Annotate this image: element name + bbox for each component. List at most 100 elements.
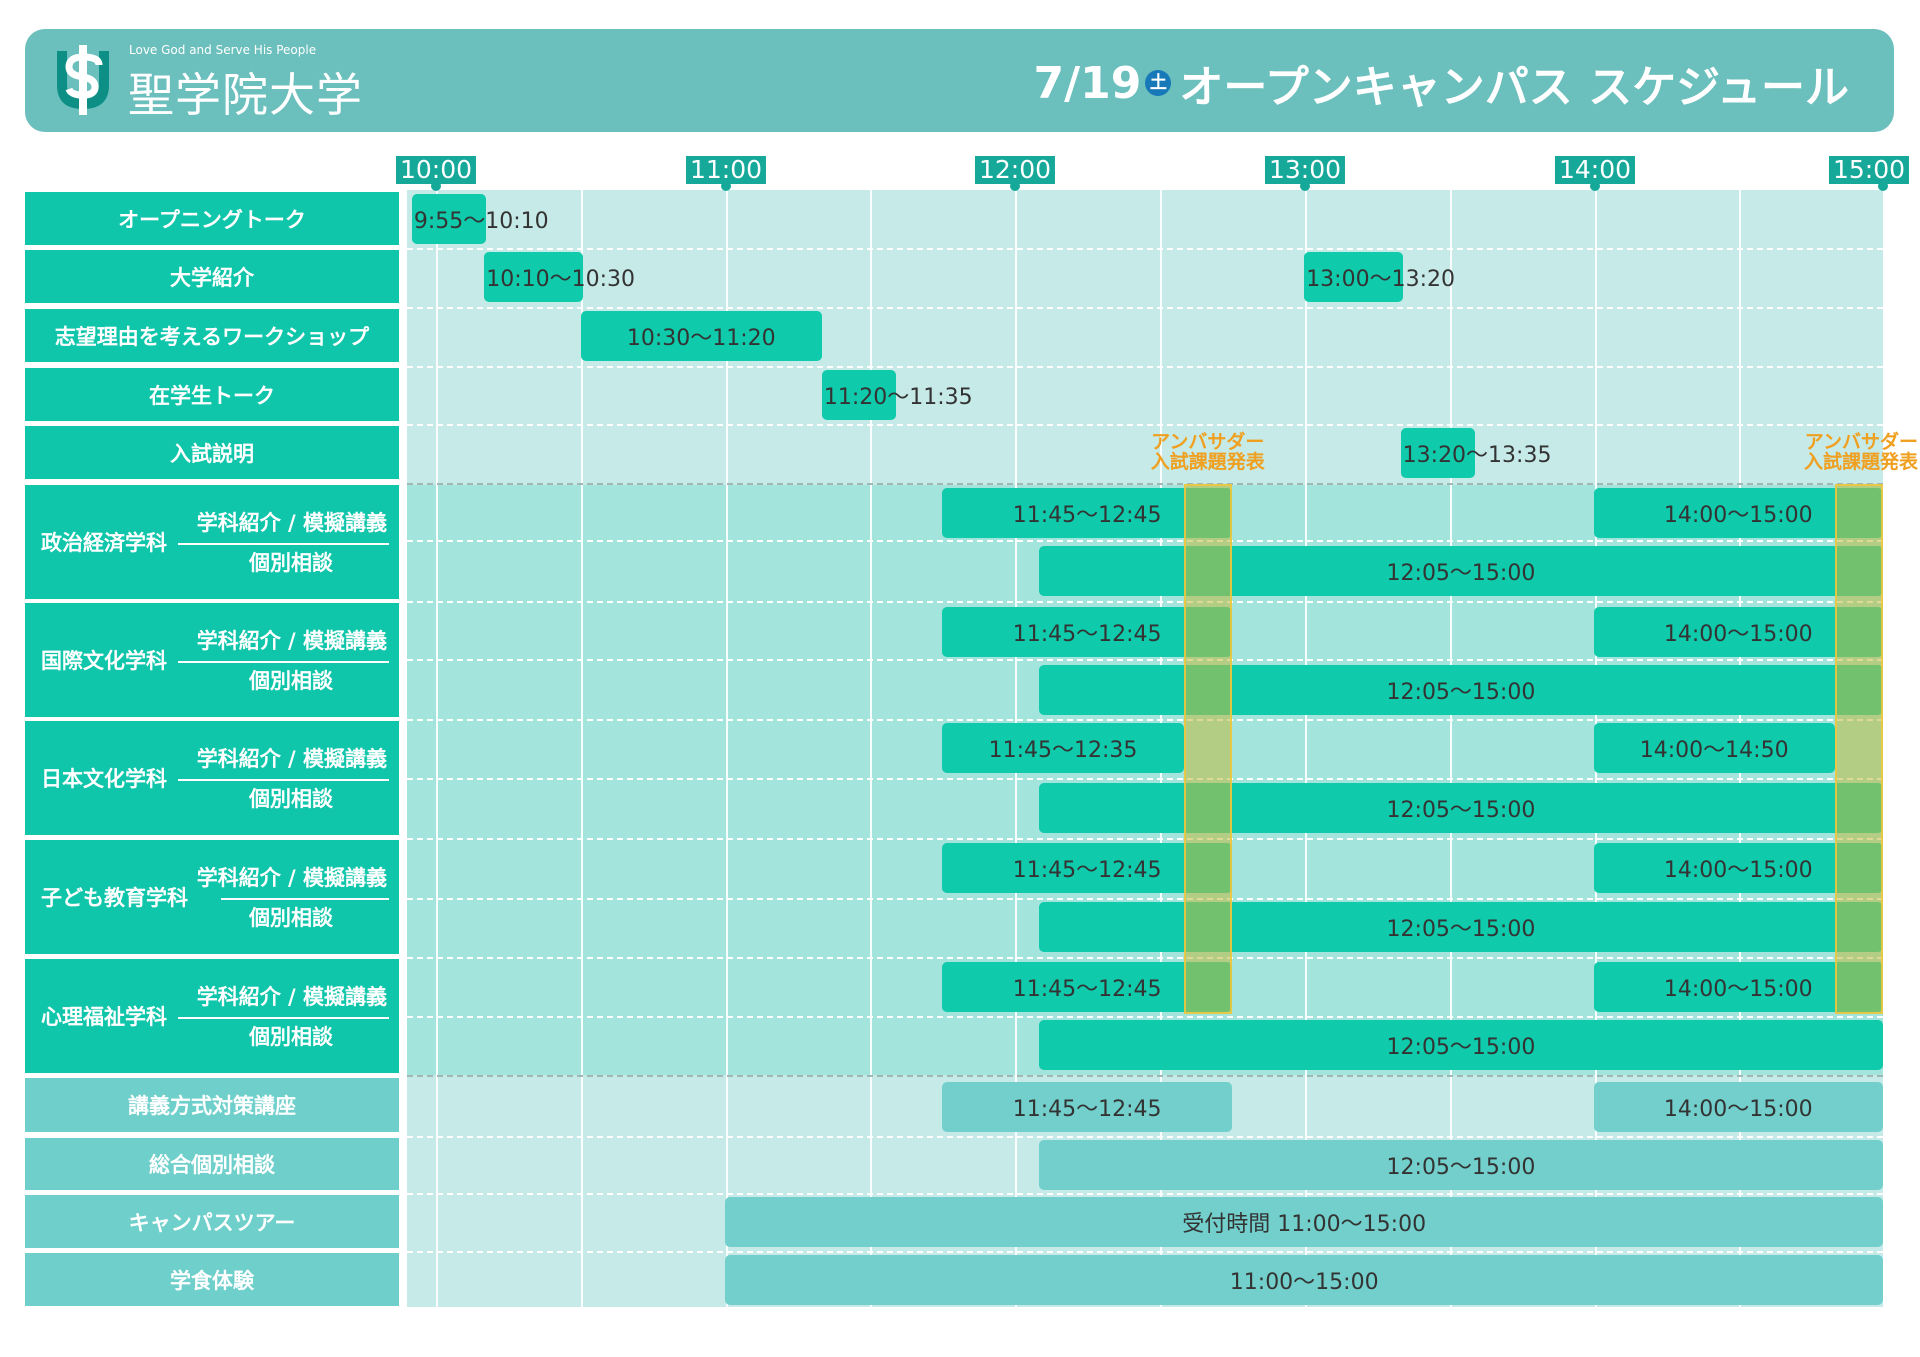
time-marker-dot [431,181,441,191]
bar-intl-con-0: 12:05〜15:00 [1038,665,1883,715]
bar-jpn-lec-0: 11:45〜12:35 [942,723,1184,773]
dept-divider [195,779,389,781]
bar-pol-con-0: 12:05〜15:00 [1038,546,1883,596]
dept-connector [178,779,196,781]
bar-lecture-prep-1: 14:00〜15:00 [1593,1082,1883,1132]
bar-cafeteria-0: 11:00〜15:00 [725,1255,1883,1305]
row-divider [407,1251,1883,1253]
university-tagline: Love God and Serve His People [129,43,317,57]
time-label-13: 13:00 [1264,156,1346,184]
ambassador-slot-1 [1834,484,1883,1014]
dept-label-international: 国際文化学科 学科紹介 / 模擬講義 個別相談 [25,603,399,717]
bar-child-lec-1: 14:00〜15:00 [1593,843,1883,893]
ambassador-label-line1: アンバサダー [1151,431,1265,453]
gridline-11-00 [726,190,728,1307]
bar-intro-0: 10:10〜10:30 [484,252,635,302]
time-marker-dot [721,181,731,191]
ambassador-slot-0 [1183,484,1232,1014]
bar-jpn-lec-1: 14:00〜14:50 [1593,723,1835,773]
dept-sub-consult: 個別相談 [249,669,333,693]
row-divider [407,601,1883,603]
bar-intro-1: 13:00〜13:20 [1304,252,1455,302]
bar-child-lec-0: 11:45〜12:45 [942,843,1232,893]
row-divider [407,719,1883,721]
ambassador-label-line2: 入試課題発表 [1150,451,1265,473]
ambassador-label-1: アンバサダー 入試課題発表 [1778,432,1918,472]
dept-sub-lecture: 学科紹介 / 模擬講義 [196,985,387,1009]
dept-connector [178,661,196,663]
bar-lecture-prep-0: 11:45〜12:45 [942,1082,1232,1132]
gridline-13-00 [1305,190,1307,1307]
page-title: 7/19 土 オープンキャンパス スケジュール [1033,51,1849,115]
dept-divider [221,898,389,900]
row-divider [407,659,1883,661]
dept-sub-consult: 個別相談 [249,787,333,811]
bar-student-talk-0: 11:20〜11:35 [821,370,973,420]
bar-jpn-con-0: 12:05〜15:00 [1038,783,1883,833]
gridline-11-30 [870,190,872,1307]
gridline-13-30 [1450,190,1452,1307]
time-marker-dot [1878,181,1888,191]
dept-sub-consult: 個別相談 [249,906,333,930]
row-divider [407,1016,1883,1018]
dept-sub-lecture: 学科紹介 / 模擬講義 [196,747,387,771]
event-title: オープンキャンパス スケジュール [1179,62,1849,113]
row-divider [407,1136,1883,1138]
row-label-lecture-prep: 講義方式対策講座 [25,1078,399,1132]
ambassador-label-line1: アンバサダー [1804,431,1918,453]
header-banner: Love God and Serve His People 聖学院大学 7/19… [25,29,1894,132]
row-divider [407,838,1883,840]
row-label-cafeteria: 学食体験 [25,1253,399,1306]
dept-label-child-education: 子ども教育学科 学科紹介 / 模擬講義 個別相談 [25,840,399,954]
time-marker-dot [1300,181,1310,191]
bar-pol-lec-0: 11:45〜12:45 [942,488,1232,538]
dept-name: 国際文化学科 [41,649,167,673]
time-marker-dot [1010,181,1020,191]
dept-divider [195,1017,389,1019]
time-label-12: 12:00 [974,156,1056,184]
dept-sub-lecture: 学科紹介 / 模擬講義 [196,866,387,890]
dept-divider [195,661,389,663]
row-divider [407,898,1883,900]
row-label-opening: オープニングトーク [25,192,399,245]
bar-workshop-0: 10:30〜11:20 [580,311,822,361]
dept-name: 子ども教育学科 [41,886,188,910]
bar-intl-lec-1: 14:00〜15:00 [1593,607,1883,657]
time-label-14: 14:00 [1554,156,1636,184]
bar-psy-lec-0: 11:45〜12:45 [942,962,1232,1012]
row-divider [407,483,1883,485]
row-label-admission: 入試説明 [25,426,399,479]
row-divider [407,1193,1883,1195]
university-logo-icon [57,45,109,115]
dept-connector [178,543,196,545]
gridline-15-00 [1883,190,1885,1307]
dept-sub-consult: 個別相談 [249,1025,333,1049]
row-divider [407,1075,1883,1077]
row-label-general-consult: 総合個別相談 [25,1138,399,1190]
dept-sub-lecture: 学科紹介 / 模擬講義 [196,629,387,653]
time-marker-dot [1590,181,1600,191]
dept-sub-consult: 個別相談 [249,551,333,575]
row-divider [407,778,1883,780]
bar-opening-0: 9:55〜10:10 [411,194,549,244]
dept-label-psychology: 心理福祉学科 学科紹介 / 模擬講義 個別相談 [25,959,399,1073]
row-divider [407,248,1883,250]
dept-connector [178,1017,196,1019]
bar-pol-lec-1: 14:00〜15:00 [1593,488,1883,538]
bar-admission-0: 13:20〜13:35 [1400,428,1551,478]
university-name: 聖学院大学 [128,68,363,122]
dept-name: 政治経済学科 [41,531,167,555]
event-date: 7/19 [1033,57,1142,109]
ambassador-label-line2: 入試課題発表 [1803,451,1918,473]
dept-label-politics: 政治経済学科 学科紹介 / 模擬講義 個別相談 [25,485,399,599]
bar-psy-con-0: 12:05〜15:00 [1038,1020,1883,1070]
gridline-10-30 [581,190,583,1307]
bar-general-con-0: 12:05〜15:00 [1038,1140,1883,1190]
bar-intl-lec-0: 11:45〜12:45 [942,607,1232,657]
time-label-10: 10:00 [395,156,477,184]
row-divider [407,424,1883,426]
row-label-workshop: 志望理由を考えるワークショップ [25,309,399,362]
gridline-10-00 [436,190,438,1307]
day-of-week-badge: 土 [1145,70,1172,96]
row-label-intro: 大学紹介 [25,250,399,303]
